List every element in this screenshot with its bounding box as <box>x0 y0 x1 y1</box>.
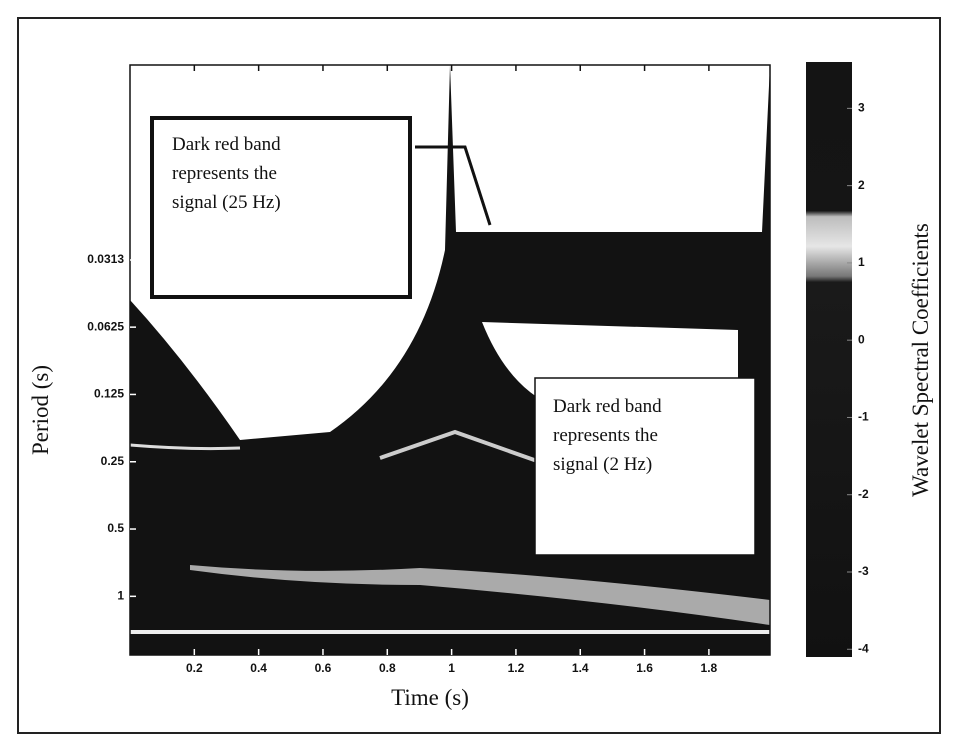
y-tick-label: 0.0313 <box>87 252 124 266</box>
colorbar-tick-label: 0 <box>858 332 865 346</box>
y-axis-label: Period (s) <box>28 365 53 455</box>
x-tick-label: 1.2 <box>508 661 525 675</box>
x-axis-label: Time (s) <box>391 685 469 710</box>
y-tick-label: 0.0625 <box>87 319 124 333</box>
annotation-text: Dark red band <box>553 396 662 417</box>
y-tick-label: 0.125 <box>94 387 124 401</box>
y-tick-label: 0.5 <box>107 521 124 535</box>
chart: Time (s) Period (s) Wavelet Spectral Coe… <box>0 0 958 749</box>
annotation-text: signal (25 Hz) <box>172 192 281 213</box>
y-tick-label: 1 <box>117 589 124 603</box>
x-tick-label: 0.6 <box>315 661 332 675</box>
annotation-text: Dark red band <box>172 134 281 155</box>
annotation-text: represents the <box>553 425 658 446</box>
y-tick-label: 0.25 <box>101 454 125 468</box>
colorbar-tick-label: -2 <box>858 487 869 501</box>
x-tick-label: 1 <box>448 661 455 675</box>
colorbar-label: Wavelet Spectral Coefficients <box>908 223 933 497</box>
x-tick-label: 0.8 <box>379 661 396 675</box>
annotation-text: represents the <box>172 163 277 184</box>
annotation-text: signal (2 Hz) <box>553 454 652 475</box>
x-tick-label: 0.2 <box>186 661 203 675</box>
colorbar-tick-label: 1 <box>858 255 865 269</box>
x-tick-label: 1.4 <box>572 661 589 675</box>
x-tick-label: 1.8 <box>701 661 718 675</box>
x-tick-label: 0.4 <box>250 661 267 675</box>
colorbar-tick-label: -4 <box>858 641 869 655</box>
colorbar <box>806 62 852 657</box>
colorbar-tick-label: 2 <box>858 178 865 192</box>
colorbar-tick-label: -3 <box>858 564 869 578</box>
colorbar-tick-label: 3 <box>858 101 865 115</box>
colorbar-tick-label: -1 <box>858 410 869 424</box>
x-tick-label: 1.6 <box>636 661 653 675</box>
